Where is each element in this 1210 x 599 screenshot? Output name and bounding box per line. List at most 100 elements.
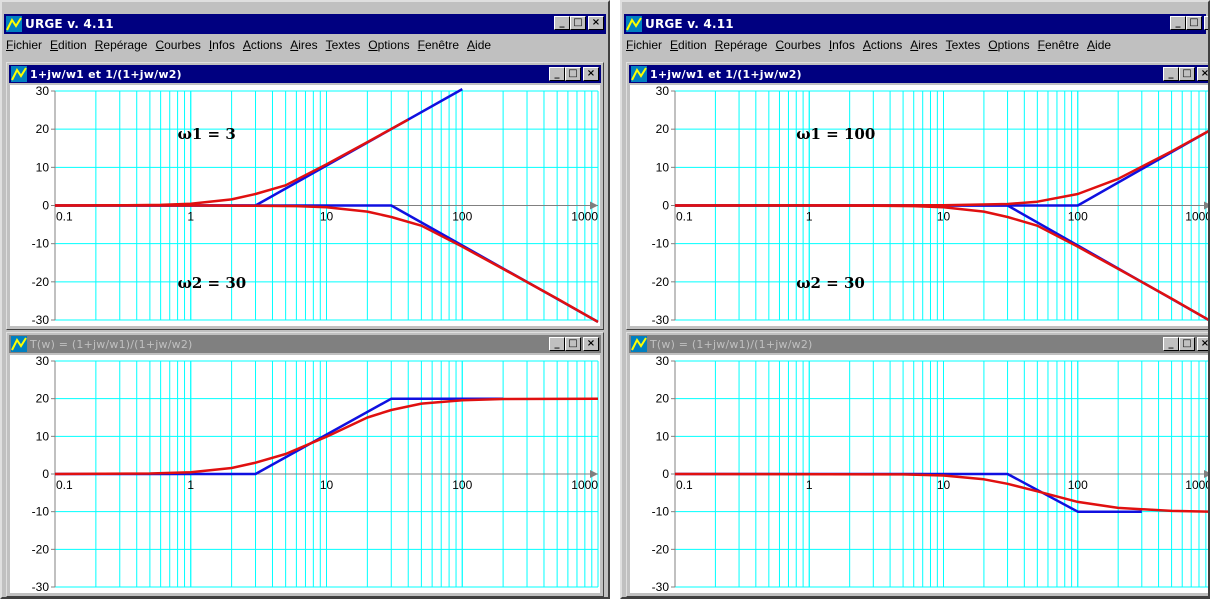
app-title: URGE v. 4.11 <box>645 17 734 31</box>
plot-titlebar[interactable]: T(w) = (1+jw/w1)/(1+jw/w2) _ □ × <box>629 335 1208 353</box>
maximize-icon[interactable]: □ <box>570 16 586 30</box>
exact-curve <box>54 397 599 476</box>
plot-area[interactable]: 30 20 10 0 -10 -20 -30 0.1 1 10 100 1000 ω1 = 100 ω2 … <box>630 85 1210 326</box>
y-tick-label: -10 <box>32 237 50 251</box>
menu-infos[interactable]: Infos <box>208 38 235 52</box>
menu-aires[interactable]: Aires <box>910 38 938 52</box>
minimize-icon[interactable]: _ <box>1163 337 1179 351</box>
menu-aires[interactable]: Aires <box>290 38 318 52</box>
y-tick-label: -10 <box>32 505 50 519</box>
plot-window-icon[interactable] <box>11 66 27 82</box>
x-tick-label: 10 <box>320 210 334 224</box>
x-tick-label: 1 <box>806 478 813 492</box>
menu-fenetre[interactable]: Fenêtre <box>417 38 460 52</box>
minimize-icon[interactable]: _ <box>549 337 565 351</box>
y-tick-label: 20 <box>36 122 50 136</box>
y-tick-label: 20 <box>36 392 50 406</box>
menu-edition[interactable]: Edition <box>670 38 707 52</box>
menu-bar: Fichier Edition Repérage Courbes Infos A… <box>6 35 604 55</box>
y-tick-label: 0 <box>662 199 669 213</box>
plot-window-icon[interactable] <box>631 336 647 352</box>
plot-title: 1+jw/w1 et 1/(1+jw/w2) <box>30 67 182 81</box>
y-tick-label: -30 <box>652 580 670 593</box>
asymptote-curve <box>55 88 463 207</box>
y-tick-label: -20 <box>32 542 50 556</box>
maximize-icon[interactable]: □ <box>1179 67 1195 81</box>
plot-window-bottom: T(w) = (1+jw/w1)/(1+jw/w2) _ □ × 30 20 10 0… <box>6 332 604 597</box>
menu-actions[interactable]: Actions <box>242 38 283 52</box>
x-tick-label: 100 <box>1068 210 1088 224</box>
menu-edition[interactable]: Edition <box>50 38 87 52</box>
app-title: URGE v. 4.11 <box>25 17 114 31</box>
x-axis-arrow <box>590 201 598 210</box>
close-icon[interactable]: × <box>1204 16 1208 30</box>
x-tick-label: 1 <box>806 210 813 224</box>
plot-titlebar[interactable]: 1+jw/w1 et 1/(1+jw/w2) _ □ × <box>9 65 601 83</box>
menu-fichier[interactable]: Fichier <box>6 38 43 52</box>
y-tick-label: -20 <box>32 275 50 289</box>
app-window-right: URGE v. 4.11 _ □ × Fichier Edition Repér… <box>620 0 1210 599</box>
exact-curve <box>55 204 599 323</box>
y-tick-label: -10 <box>652 237 670 251</box>
x-axis-arrow <box>590 470 598 478</box>
menu-fichier[interactable]: Fichier <box>626 38 663 52</box>
menu-courbes[interactable]: Courbes <box>155 38 201 52</box>
y-tick-label: 30 <box>656 355 670 368</box>
plot-window-icon[interactable] <box>631 66 647 82</box>
app-icon[interactable] <box>626 16 642 32</box>
x-tick-label: 1000 <box>571 210 598 224</box>
plot-window-icon[interactable] <box>11 336 27 352</box>
maximize-icon[interactable]: □ <box>565 67 581 81</box>
app-titlebar[interactable]: URGE v. 4.11 _ □ × <box>624 14 1208 34</box>
minimize-icon[interactable]: _ <box>1170 16 1186 30</box>
plot-area[interactable]: 30 20 10 0 -10 -20 -30 0.1 1 10 100 1000 <box>10 355 600 593</box>
x-tick-label: 0.1 <box>56 478 73 492</box>
menu-aide[interactable]: Aide <box>1087 38 1112 52</box>
x-axis-arrow <box>1204 201 1208 210</box>
plot-window-top: 1+jw/w1 et 1/(1+jw/w2) _ □ × 30 20 10 0 -10-… <box>6 62 604 330</box>
minimize-icon[interactable]: _ <box>549 67 565 81</box>
menu-options[interactable]: Options <box>988 38 1030 52</box>
menu-courbes[interactable]: Courbes <box>775 38 821 52</box>
close-icon[interactable]: × <box>1197 67 1208 81</box>
minimize-icon[interactable]: _ <box>1163 67 1179 81</box>
menu-textes[interactable]: Textes <box>325 38 361 52</box>
maximize-icon[interactable]: □ <box>1179 337 1195 351</box>
x-tick-label: 0.1 <box>676 478 693 492</box>
menu-infos[interactable]: Infos <box>828 38 855 52</box>
plot-area[interactable]: 30 20 10 0 -10 -20 -30 0.1 1 10 100 1000 <box>630 355 1210 593</box>
menu-reperage[interactable]: Repérage <box>94 38 148 52</box>
close-icon[interactable]: × <box>583 67 599 81</box>
annotation-label: ω1 = 3 <box>178 125 236 143</box>
menu-aide[interactable]: Aide <box>467 38 492 52</box>
y-tick-label: -30 <box>652 313 670 326</box>
plot-titlebar[interactable]: T(w) = (1+jw/w1)/(1+jw/w2) _ □ × <box>9 335 601 353</box>
menu-fenetre[interactable]: Fenêtre <box>1037 38 1080 52</box>
x-tick-label: 1000 <box>1185 478 1210 492</box>
y-tick-label: 30 <box>656 85 670 98</box>
x-tick-label: 10 <box>937 210 951 224</box>
menu-reperage[interactable]: Repérage <box>714 38 768 52</box>
menu-textes[interactable]: Textes <box>945 38 981 52</box>
app-icon[interactable] <box>6 16 22 32</box>
plot-area[interactable]: 30 20 10 0 -10 -20 -30 0.1 1 10 100 1000 ω1 = 3 ω2 = … <box>10 85 600 326</box>
menu-actions[interactable]: Actions <box>862 38 903 52</box>
y-tick-label: 10 <box>36 160 50 174</box>
menu-options[interactable]: Options <box>368 38 410 52</box>
minimize-icon[interactable]: _ <box>554 16 570 30</box>
maximize-icon[interactable]: □ <box>1186 16 1202 30</box>
close-icon[interactable]: × <box>1197 337 1208 351</box>
x-tick-label: 0.1 <box>56 210 73 224</box>
x-tick-label: 1 <box>187 478 194 492</box>
close-icon[interactable]: × <box>588 16 604 30</box>
x-tick-label: 100 <box>1068 478 1088 492</box>
plot-titlebar[interactable]: 1+jw/w1 et 1/(1+jw/w2) _ □ × <box>629 65 1208 83</box>
maximize-icon[interactable]: □ <box>565 337 581 351</box>
app-titlebar[interactable]: URGE v. 4.11 _ □ × <box>4 14 606 34</box>
y-tick-label: -10 <box>652 505 670 519</box>
close-icon[interactable]: × <box>583 337 599 351</box>
